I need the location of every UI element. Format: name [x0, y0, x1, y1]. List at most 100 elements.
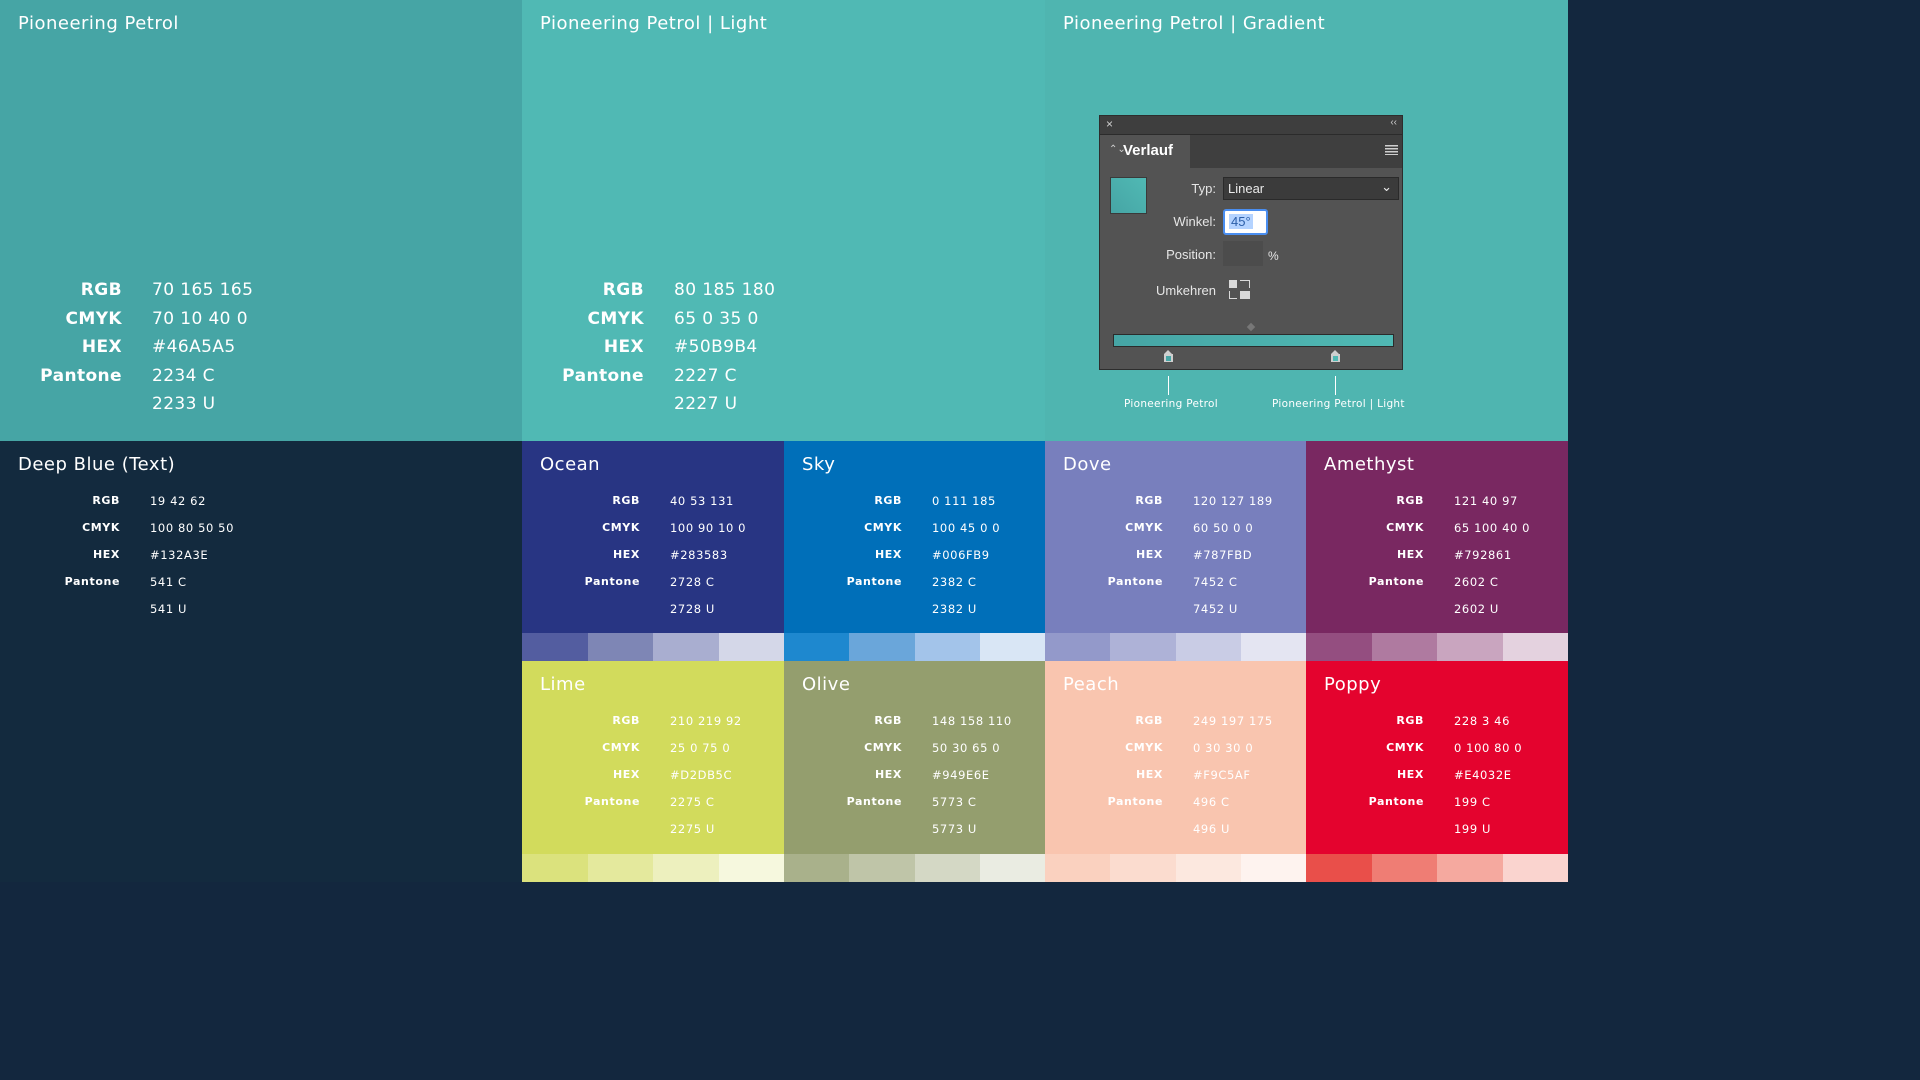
pantone-u-value: 5773 U [932, 822, 977, 836]
rgb-value: 70 165 165 [152, 280, 254, 300]
hex-label: HEX [1135, 768, 1163, 781]
pantone-label: Pantone [1107, 575, 1163, 588]
spacer [1063, 822, 1163, 836]
color-tile: Dove RGB 120 127 189 CMYK 60 50 0 0 HEX #787FB… [1045, 441, 1306, 661]
rgb-label: RGB [602, 280, 644, 300]
close-icon[interactable]: × [1106, 117, 1114, 131]
color-specs: RGB 0 111 185 CMYK 100 45 0 0 HEX #006FB9 Pant… [802, 494, 1000, 616]
spacer [540, 822, 640, 836]
pantone-c-value: 5773 C [932, 795, 977, 809]
pantone-label: Pantone [1368, 575, 1424, 588]
hex-value: #132A3E [150, 548, 209, 562]
pantone-label: Pantone [562, 365, 644, 386]
panel-menu-icon[interactable] [1385, 145, 1398, 155]
tint-swatch [587, 633, 653, 661]
pantone-c-value: 2728 C [670, 575, 715, 589]
reverse-gradient-icon[interactable] [1229, 280, 1251, 300]
rgb-value: 210 219 92 [670, 714, 742, 728]
tint-swatch [914, 854, 980, 882]
color-tile: Lime RGB 210 219 92 CMYK 25 0 75 0 HEX #D2DB5C… [522, 661, 784, 882]
pantone-c-value: 7452 C [1193, 575, 1238, 589]
cmyk-value: 60 50 0 0 [1193, 521, 1254, 535]
hex-value: #F9C5AF [1193, 768, 1251, 782]
gradient-swatch[interactable] [1110, 177, 1147, 214]
gradient-stop-right[interactable] [1331, 350, 1340, 362]
cmyk-label: CMYK [602, 741, 640, 754]
umkehren-label: Umkehren [1156, 283, 1216, 298]
rgb-label: RGB [1135, 494, 1163, 507]
winkel-label: Winkel: [1173, 214, 1216, 229]
cmyk-value: 0 100 80 0 [1454, 741, 1523, 755]
tint-swatch [979, 854, 1045, 882]
tint-swatch [718, 854, 784, 882]
tint-strip [1045, 633, 1306, 661]
hex-label: HEX [81, 337, 122, 357]
pantone-label: Pantone [40, 365, 122, 386]
panel-pioneering-petrol-light: Pioneering Petrol | Light RGB 80 185 180 … [522, 0, 1045, 441]
pantone-u-value: 199 U [1454, 822, 1492, 836]
stop-label-right: Pioneering Petrol | Light [1272, 398, 1405, 410]
tint-swatch [1240, 633, 1306, 661]
pantone-u-value: 496 U [1193, 822, 1231, 836]
panel-deep-blue: Deep Blue (Text) RGB 19 42 62 CMYK 100 80 … [0, 441, 522, 882]
rgb-label: RGB [1135, 714, 1163, 727]
cmyk-value: 65 100 40 0 [1454, 521, 1531, 535]
midpoint-diamond-icon[interactable] [1246, 322, 1256, 332]
cmyk-value: 0 30 30 0 [1193, 741, 1254, 755]
rgb-label: RGB [874, 494, 902, 507]
pantone-u-value: 2227 U [674, 394, 738, 414]
rgb-label: RGB [874, 714, 902, 727]
cmyk-label: CMYK [864, 741, 902, 754]
spacer [1063, 602, 1163, 616]
tile-title: Lime [540, 674, 586, 695]
pantone-label: Pantone [846, 575, 902, 588]
rgb-value: 0 111 185 [932, 494, 996, 508]
cmyk-label: CMYK [82, 521, 120, 534]
panel-pioneering-petrol: Pioneering Petrol RGB 70 165 165 CMYK 70 1… [0, 0, 522, 441]
color-specs: RGB 80 185 180 CMYK 65 0 35 0 HEX #50B9B4 P… [540, 280, 775, 414]
collapse-icon[interactable]: ‹‹ [1390, 117, 1397, 128]
cmyk-value: 100 45 0 0 [932, 521, 1001, 535]
color-specs: RGB 70 165 165 CMYK 70 10 40 0 HEX #46A5A5 … [18, 280, 253, 414]
position-input[interactable] [1223, 241, 1263, 266]
gradient-stop-left[interactable] [1164, 350, 1173, 362]
color-specs: RGB 228 3 46 CMYK 0 100 80 0 HEX #E4032E Panto… [1324, 714, 1522, 836]
pantone-u-value: 2602 U [1454, 602, 1499, 616]
hex-label: HEX [603, 337, 644, 357]
cmyk-label: CMYK [602, 521, 640, 534]
pantone-u-value: 2728 U [670, 602, 715, 616]
typ-select[interactable]: Linear ⌄ [1223, 177, 1399, 200]
tint-swatch [1045, 854, 1111, 882]
rgb-value: 228 3 46 [1454, 714, 1511, 728]
cmyk-value: 65 0 35 0 [674, 308, 759, 329]
panel-title: Deep Blue (Text) [18, 454, 176, 475]
pantone-c-value: 2602 C [1454, 575, 1499, 589]
pantone-label: Pantone [584, 575, 640, 588]
panel-title: Pioneering Petrol | Gradient [1063, 13, 1326, 34]
panel-title: Pioneering Petrol [18, 13, 179, 34]
dialog-titlebar: × ‹‹ [1100, 116, 1402, 135]
hex-value: #D2DB5C [670, 768, 733, 782]
position-unit: % [1268, 249, 1279, 263]
winkel-input[interactable]: 45° [1223, 209, 1268, 235]
rgb-label: RGB [92, 494, 120, 507]
pantone-c-value: 2275 C [670, 795, 715, 809]
tab-verlauf[interactable]: ⌃⌄ Verlauf [1100, 135, 1190, 168]
cmyk-label: CMYK [1125, 521, 1163, 534]
color-specs: RGB 19 42 62 CMYK 100 80 50 50 HEX #132A3E … [18, 494, 234, 616]
cmyk-value: 25 0 75 0 [670, 741, 731, 755]
rgb-value: 148 158 110 [932, 714, 1012, 728]
rgb-value: 80 185 180 [674, 280, 776, 300]
pantone-c-value: 199 C [1454, 795, 1491, 809]
tint-strip [522, 633, 784, 661]
hex-label: HEX [612, 548, 640, 561]
tint-strip [784, 633, 1045, 661]
pantone-label: Pantone [64, 575, 120, 588]
tint-swatch [1045, 633, 1111, 661]
pantone-label: Pantone [1368, 795, 1424, 808]
hex-value: #006FB9 [932, 548, 990, 562]
cmyk-label: CMYK [1125, 741, 1163, 754]
tint-swatch [1502, 854, 1568, 882]
gradient-bar[interactable] [1113, 334, 1394, 347]
hex-value: #46A5A5 [152, 337, 236, 357]
